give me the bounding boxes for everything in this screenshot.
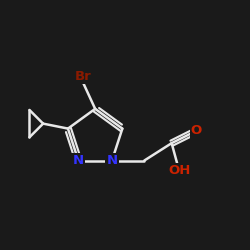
Text: N: N xyxy=(106,154,118,167)
Text: N: N xyxy=(73,154,84,167)
Text: OH: OH xyxy=(168,164,190,177)
Text: Br: Br xyxy=(74,70,91,83)
Text: O: O xyxy=(191,124,202,137)
